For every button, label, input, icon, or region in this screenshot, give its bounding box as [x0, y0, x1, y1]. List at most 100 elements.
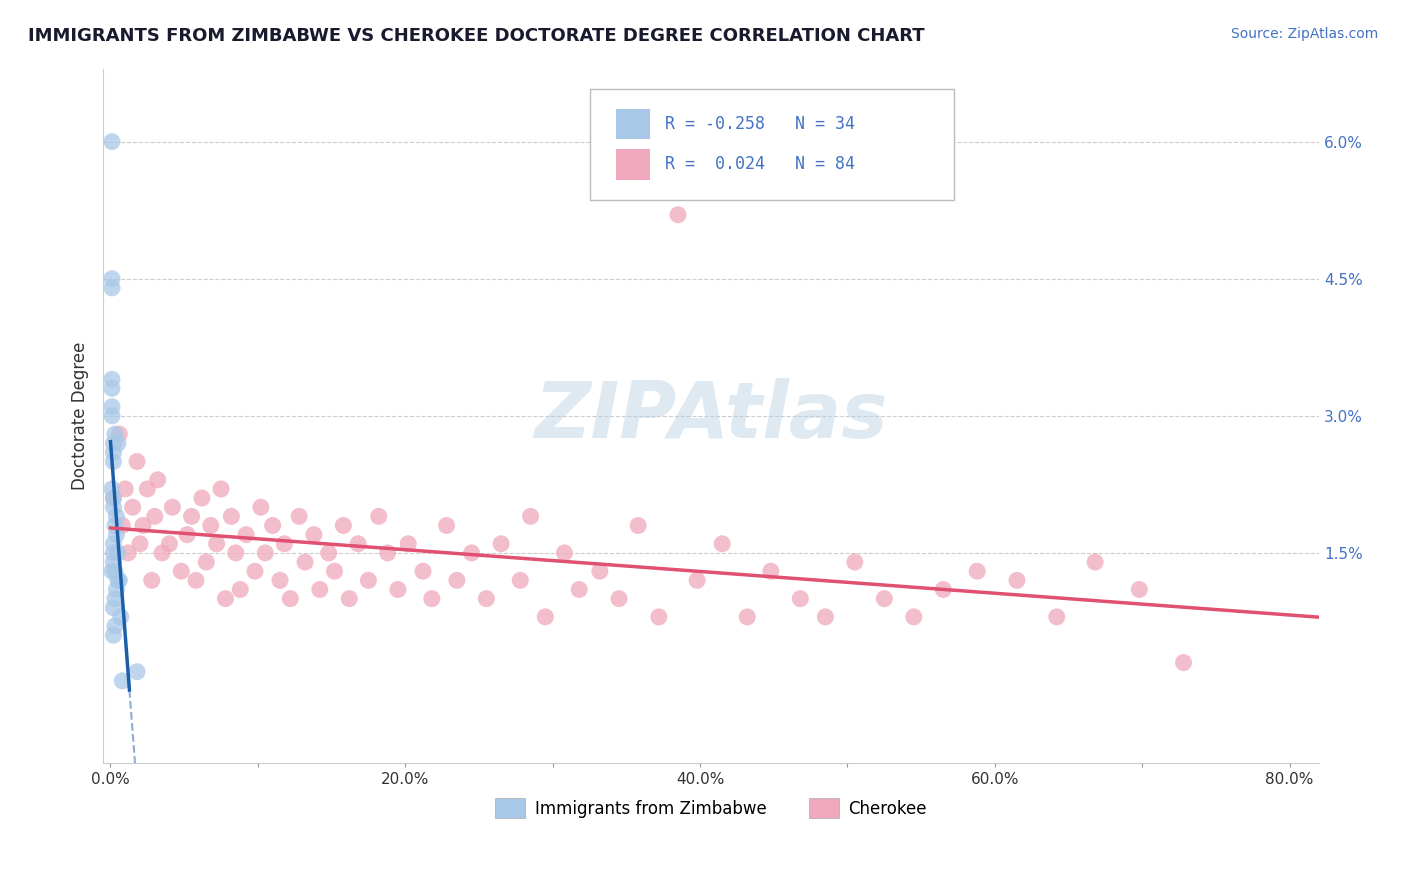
Point [367, 509, 389, 524]
Point [101, 564, 124, 578]
Point [789, 591, 811, 606]
Point [235, 527, 257, 541]
Point [129, 537, 152, 551]
Point [254, 546, 277, 560]
Text: Source: ZipAtlas.com: Source: ZipAtlas.com [1230, 27, 1378, 41]
Point [273, 537, 295, 551]
Point [357, 574, 380, 588]
Point [103, 628, 125, 642]
Point [323, 564, 346, 578]
Text: R =  0.024   N = 84: R = 0.024 N = 84 [665, 155, 855, 173]
Point [1128, 582, 1150, 597]
Point [103, 491, 125, 505]
Point [125, 454, 148, 468]
Point [225, 546, 247, 560]
Point [184, 574, 207, 588]
Point [105, 509, 128, 524]
Point [103, 500, 125, 515]
Point [117, 546, 139, 560]
Point [103, 600, 125, 615]
Point [347, 537, 370, 551]
Point [107, 546, 129, 560]
FancyBboxPatch shape [616, 149, 651, 179]
Point [209, 482, 232, 496]
Point [735, 610, 758, 624]
Point [318, 546, 340, 560]
Point [269, 574, 291, 588]
Point [1005, 574, 1028, 588]
Point [534, 610, 557, 624]
Point [162, 500, 184, 515]
Point [308, 582, 330, 597]
Point [607, 591, 630, 606]
Point [1046, 610, 1069, 624]
FancyBboxPatch shape [616, 109, 651, 139]
Point [387, 582, 409, 597]
Point [191, 491, 214, 505]
Point [686, 574, 709, 588]
Point [143, 509, 166, 524]
Point [111, 518, 134, 533]
Point [103, 537, 125, 551]
Point [436, 518, 458, 533]
Text: R = -0.258   N = 34: R = -0.258 N = 34 [665, 115, 855, 133]
Point [666, 208, 689, 222]
Point [101, 409, 124, 423]
Point [711, 537, 734, 551]
Point [150, 546, 173, 560]
Point [101, 482, 124, 496]
Point [627, 518, 650, 533]
Point [114, 482, 136, 496]
Point [103, 491, 125, 505]
Point [377, 546, 399, 560]
Point [294, 555, 316, 569]
Point [101, 400, 124, 414]
Y-axis label: Doctorate Degree: Doctorate Degree [72, 342, 89, 490]
Point [814, 610, 837, 624]
Point [759, 564, 782, 578]
Point [110, 610, 132, 624]
Point [903, 610, 925, 624]
Point [101, 281, 124, 295]
Point [195, 555, 218, 569]
Point [509, 574, 531, 588]
Point [288, 509, 311, 524]
Point [568, 582, 591, 597]
Point [103, 555, 125, 569]
Point [966, 564, 988, 578]
Point [332, 518, 354, 533]
Point [176, 527, 198, 541]
Point [141, 574, 163, 588]
Point [475, 591, 498, 606]
Point [648, 610, 671, 624]
Point [132, 518, 155, 533]
Point [519, 509, 541, 524]
Point [420, 591, 443, 606]
Point [101, 372, 124, 386]
Point [412, 564, 434, 578]
Point [111, 673, 134, 688]
Point [589, 564, 612, 578]
Point [932, 582, 955, 597]
Legend: Immigrants from Zimbabwe, Cherokee: Immigrants from Zimbabwe, Cherokee [488, 792, 934, 824]
Point [107, 574, 129, 588]
Point [108, 427, 131, 442]
FancyBboxPatch shape [589, 89, 955, 201]
Point [101, 135, 124, 149]
Point [105, 582, 128, 597]
Point [302, 527, 325, 541]
Point [103, 436, 125, 450]
Point [104, 564, 127, 578]
Point [101, 381, 124, 395]
Point [101, 271, 124, 285]
Point [396, 537, 419, 551]
Point [105, 527, 128, 541]
Point [159, 537, 181, 551]
Point [108, 574, 131, 588]
Point [103, 546, 125, 560]
Point [243, 564, 266, 578]
Point [1173, 656, 1195, 670]
Point [337, 591, 360, 606]
Point [278, 591, 301, 606]
Point [446, 574, 468, 588]
